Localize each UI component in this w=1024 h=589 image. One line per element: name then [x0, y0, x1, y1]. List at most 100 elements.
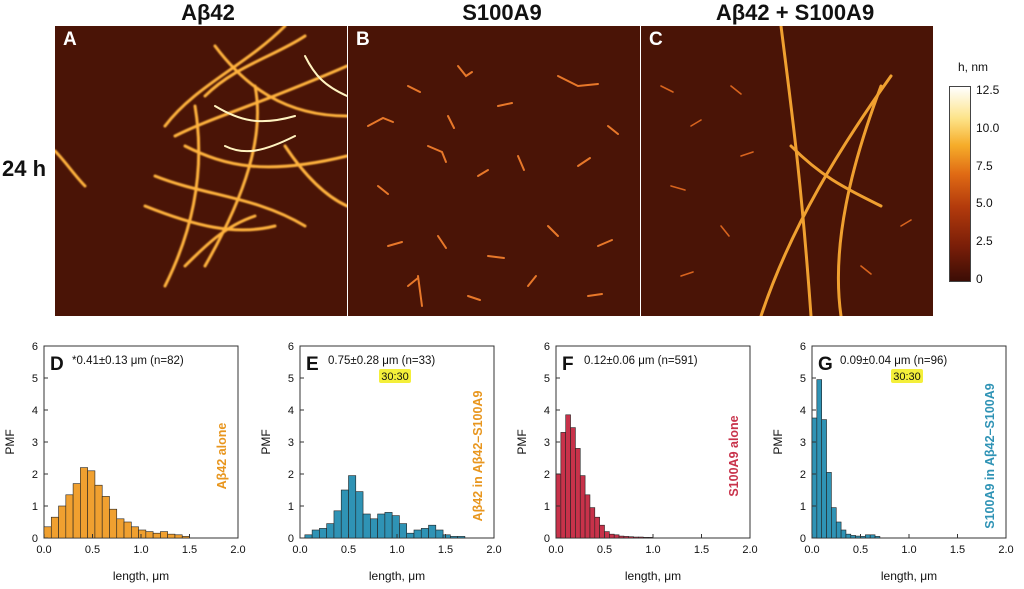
histogram-bar — [594, 516, 600, 539]
y-tick-label: 5 — [32, 373, 38, 385]
histogram-bar — [560, 432, 566, 539]
histogram-bar — [575, 448, 581, 539]
histogram-e-svg: 0.0 0.5 1.0 1.5 2.0 0 1 2 3 4 5 6 length, μm PMF E 0.75… — [259, 341, 502, 583]
x-tick-label: 1.0 — [389, 544, 404, 556]
y-tick-label: 4 — [32, 405, 38, 417]
histogram-bar — [391, 515, 400, 539]
histogram-bar — [420, 528, 429, 539]
histogram-bar — [570, 427, 576, 539]
colorbar-title: h, nm — [958, 60, 989, 74]
y-tick-label: 3 — [288, 437, 294, 449]
fibril-network — [55, 26, 347, 288]
histogram-bar — [94, 484, 103, 539]
y-tick-label: 5 — [800, 373, 806, 385]
histogram-bar — [370, 518, 378, 539]
histogram-bar — [811, 417, 818, 539]
panel-letter: D — [50, 354, 64, 375]
series-label: Aβ42 in Aβ42–S100A9 — [471, 391, 485, 522]
highlight-tag: 30:30 — [893, 371, 921, 383]
y-tick-label: 6 — [32, 341, 38, 353]
y-tick-label: 2 — [32, 469, 38, 481]
colorbar — [949, 86, 971, 282]
histogram-bar — [399, 523, 408, 539]
series-label: S100A9 alone — [727, 415, 741, 496]
stat-annotation: *0.41±0.13 μm (n=82) — [72, 355, 184, 367]
x-tick-label: 1.5 — [438, 544, 453, 556]
histogram-bar — [131, 526, 139, 539]
panel-letter-c: C — [649, 29, 663, 50]
series-label: Aβ42 alone — [215, 423, 229, 490]
y-axis-label: PMF — [771, 429, 785, 454]
histogram-bar — [377, 513, 386, 539]
histogram-bar — [874, 536, 881, 539]
histogram-bar — [604, 531, 610, 539]
histogram-bar — [304, 534, 313, 539]
fibril-highlights — [214, 55, 347, 153]
afm-image-c-svg — [641, 26, 933, 316]
histogram-bar — [623, 536, 630, 539]
afm-image-a: A — [55, 26, 347, 316]
y-tick-label: 5 — [288, 373, 294, 385]
y-tick-label: 2 — [544, 469, 550, 481]
afm-image-b: B — [348, 26, 640, 316]
histogram-bar — [65, 494, 74, 539]
panel-letter-a: A — [63, 29, 77, 50]
x-tick-label: 0.0 — [36, 544, 51, 556]
histogram-bar — [326, 523, 335, 539]
afm-background — [348, 26, 640, 316]
series-label: S100A9 in Aβ42–S100A9 — [983, 383, 997, 528]
x-tick-label: 0.0 — [804, 544, 819, 556]
histogram-bar — [123, 521, 132, 539]
histogram-bar — [835, 521, 842, 539]
long-fibrils — [759, 26, 893, 316]
histogram-bar — [319, 528, 327, 539]
histogram-bar — [565, 414, 571, 539]
histogram-bar — [384, 512, 393, 539]
histogram-bar — [589, 507, 596, 539]
y-tick-label: 3 — [32, 437, 38, 449]
highlight-tag-bg — [379, 369, 411, 383]
y-tick-label: 1 — [32, 501, 38, 513]
histogram-bar — [609, 533, 615, 539]
x-tick-label: 2.0 — [230, 544, 245, 556]
histogram-bar — [311, 529, 320, 539]
x-tick-label: 0.5 — [597, 544, 612, 556]
histogram-bar — [50, 516, 59, 539]
x-tick-label: 1.0 — [901, 544, 916, 556]
histogram-bar — [406, 532, 415, 539]
y-tick-label: 0 — [288, 533, 294, 545]
x-tick-label: 2.0 — [742, 544, 757, 556]
histogram-bar — [116, 518, 125, 539]
histogram-bar — [181, 536, 190, 539]
histogram-bar — [428, 524, 437, 539]
afm-image-c: C — [641, 26, 933, 316]
histogram-bar — [109, 508, 118, 539]
colorbar-tick: 10.0 — [976, 121, 1000, 135]
x-tick-label: 1.5 — [950, 544, 965, 556]
short-fibrils — [660, 85, 912, 277]
x-tick-label: 1.5 — [694, 544, 709, 556]
histogram-bar — [167, 533, 176, 539]
x-axis-label: length, μm — [625, 569, 681, 583]
panel-letter: F — [562, 354, 574, 375]
histogram-bar — [450, 536, 458, 539]
colorbar-tick: 7.5 — [976, 159, 993, 173]
y-tick-label: 3 — [544, 437, 550, 449]
y-tick-label: 6 — [800, 341, 806, 353]
histogram-bar — [340, 489, 349, 539]
y-axis-label: PMF — [3, 429, 17, 454]
histogram-bar — [87, 470, 96, 539]
histogram-bar — [160, 531, 168, 539]
y-axis-label: PMF — [259, 429, 273, 454]
histogram-bar — [647, 537, 654, 539]
histogram-bar — [643, 537, 649, 539]
afm-background — [55, 26, 347, 316]
panel-letter: E — [306, 354, 319, 375]
y-tick-label: 5 — [544, 373, 550, 385]
histogram-bar — [821, 419, 827, 539]
histogram-bar — [584, 494, 591, 539]
row-label-24h: 24 h — [2, 156, 47, 181]
y-tick-label: 6 — [288, 341, 294, 353]
histogram-bar — [628, 536, 634, 539]
histogram-bar — [80, 467, 88, 539]
